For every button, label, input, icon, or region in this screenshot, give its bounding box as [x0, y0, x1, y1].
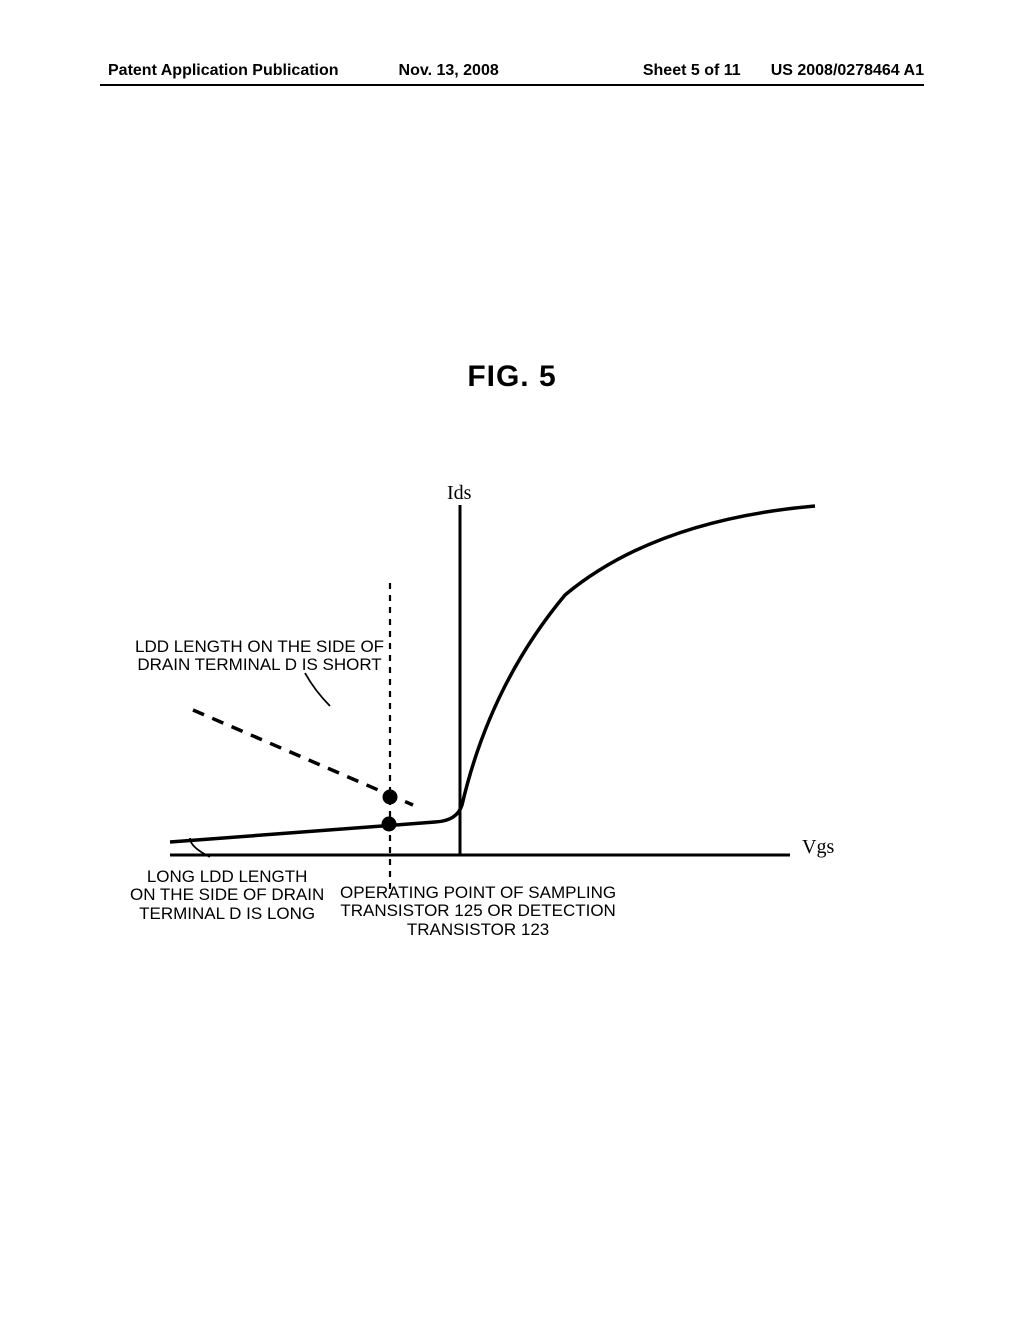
header-publication-type: Patent Application Publication — [108, 62, 339, 80]
page-header: Patent Application Publication Nov. 13, … — [0, 62, 1024, 80]
figure-title: FIG. 5 — [0, 360, 1024, 394]
annotation-long-ldd: LONG LDD LENGTH ON THE SIDE OF DRAIN TER… — [130, 868, 324, 923]
header-rule — [100, 84, 924, 86]
intersection-point-upper — [383, 790, 398, 805]
header-sheet: Sheet 5 of 11 — [643, 62, 771, 80]
header-date: Nov. 13, 2008 — [339, 62, 643, 80]
intersection-point-lower — [382, 817, 397, 832]
annotation-short-ldd: LDD LENGTH ON THE SIDE OF DRAIN TERMINAL… — [135, 638, 384, 675]
short-ldd-dashed-curve — [193, 710, 413, 805]
header-pub-number: US 2008/0278464 A1 — [771, 62, 924, 80]
short-ldd-leader — [305, 673, 330, 706]
annotation-operating-point: OPERATING POINT OF SAMPLING TRANSISTOR 1… — [340, 884, 616, 939]
